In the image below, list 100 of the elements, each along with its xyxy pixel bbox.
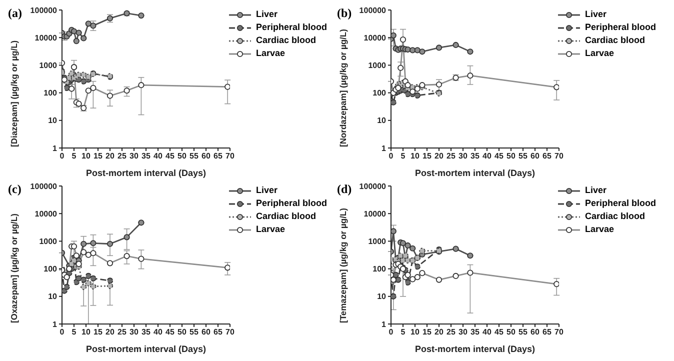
legend-label: Larvae xyxy=(584,47,614,60)
y-tick-label: 1000 xyxy=(39,61,58,70)
x-tick-label: 25 xyxy=(446,152,456,161)
x-tick-label: 10 xyxy=(410,328,420,337)
y-tick-label: 1000 xyxy=(368,237,387,246)
y-tick-label: 1 xyxy=(52,144,58,153)
x-tick-label: 50 xyxy=(178,152,187,161)
legend-label: Liver xyxy=(256,8,278,21)
y-tick-label: 1000 xyxy=(368,61,387,70)
chart-title: (b) xyxy=(337,6,352,21)
x-tick-label: 55 xyxy=(190,328,199,337)
x-tick-label: 10 xyxy=(410,152,420,161)
y-axis-title: [Diazepam] (µg/kg or µg/L) xyxy=(9,40,20,147)
x-tick-label: 20 xyxy=(434,328,444,337)
y-axis-title: [Nordazepam] (µg/kg or µg/L) xyxy=(338,28,348,147)
x-tick-label: 45 xyxy=(166,152,175,161)
x-tick-label: 0 xyxy=(388,152,394,161)
x-tick-label: 45 xyxy=(494,152,504,161)
x-tick-label: 50 xyxy=(506,152,516,161)
y-tick-label: 100 xyxy=(372,88,387,98)
x-tick-label: 20 xyxy=(434,152,444,161)
x-tick-label: 20 xyxy=(106,152,115,161)
y-tick-label: 100 xyxy=(372,264,387,274)
x-tick-label: 0 xyxy=(60,328,65,337)
chart-title: (a) xyxy=(8,6,22,21)
chart-title: (c) xyxy=(8,182,22,197)
x-tick-label: 0 xyxy=(388,328,394,337)
x-tick-label: 35 xyxy=(142,152,151,161)
x-tick-label: 5 xyxy=(72,328,77,337)
x-tick-label: 15 xyxy=(422,152,432,161)
y-tick-label: 1 xyxy=(382,144,387,153)
legend-label: Cardiac blood xyxy=(584,210,645,223)
y-axis-title: [Oxazepam] (µg/kg or µg/L) xyxy=(9,213,20,323)
x-tick-label: 70 xyxy=(554,152,564,161)
x-tick-label: 0 xyxy=(60,152,65,161)
y-tick-label: 100000 xyxy=(359,6,387,15)
x-tick-label: 70 xyxy=(226,152,235,161)
legend-label: Liver xyxy=(584,8,606,21)
y-tick-label: 1 xyxy=(52,320,58,329)
x-tick-label: 30 xyxy=(458,152,468,161)
x-tick-label: 5 xyxy=(72,152,77,161)
y-tick-label: 10000 xyxy=(364,209,387,218)
x-tick-label: 25 xyxy=(118,152,127,161)
x-axis-title: Post-mortem interval (Days) xyxy=(86,168,206,178)
y-tick-label: 1000 xyxy=(39,237,58,246)
x-tick-label: 35 xyxy=(470,152,480,161)
x-tick-label: 65 xyxy=(214,328,223,337)
y-tick-label: 10000 xyxy=(364,33,387,42)
y-tick-label: 10 xyxy=(48,116,58,126)
x-tick-label: 15 xyxy=(94,152,103,161)
x-tick-label: 40 xyxy=(154,328,163,337)
y-tick-label: 100 xyxy=(44,88,58,98)
x-tick-label: 70 xyxy=(226,328,235,337)
x-tick-label: 40 xyxy=(482,328,492,337)
x-axis-title: Post-mortem interval (Days) xyxy=(414,168,536,178)
x-tick-label: 15 xyxy=(422,328,432,337)
x-tick-label: 30 xyxy=(458,328,468,337)
x-tick-label: 10 xyxy=(82,328,91,337)
legend-label: Peripheral blood xyxy=(256,197,327,210)
y-tick-label: 10 xyxy=(377,116,387,126)
x-tick-label: 45 xyxy=(494,328,504,337)
x-tick-label: 40 xyxy=(482,152,492,161)
y-tick-label: 10000 xyxy=(34,33,58,42)
y-tick-label: 1 xyxy=(382,320,387,329)
x-tick-label: 55 xyxy=(518,328,528,337)
y-tick-label: 10 xyxy=(377,292,387,302)
x-tick-label: 40 xyxy=(154,152,163,161)
legend-label: Peripheral blood xyxy=(256,21,327,34)
legend-label: Cardiac blood xyxy=(584,34,645,47)
x-tick-label: 15 xyxy=(94,328,103,337)
legend-label: Liver xyxy=(256,184,278,197)
x-tick-label: 60 xyxy=(530,328,540,337)
x-tick-label: 5 xyxy=(400,328,406,337)
x-tick-label: 55 xyxy=(518,152,528,161)
x-tick-label: 30 xyxy=(130,328,139,337)
y-tick-label: 100 xyxy=(44,264,58,274)
legend-label: Larvae xyxy=(584,223,614,236)
y-tick-label: 10000 xyxy=(34,209,58,218)
x-tick-label: 65 xyxy=(542,328,552,337)
x-tick-label: 50 xyxy=(178,328,187,337)
x-axis-title: Post-mortem interval (Days) xyxy=(414,344,536,354)
x-axis-title: Post-mortem interval (Days) xyxy=(86,344,206,354)
legend-label: Larvae xyxy=(256,47,286,60)
x-tick-label: 70 xyxy=(554,328,564,337)
x-tick-label: 65 xyxy=(542,152,552,161)
y-tick-label: 100000 xyxy=(30,182,58,191)
x-tick-label: 10 xyxy=(82,152,91,161)
x-tick-label: 65 xyxy=(214,152,223,161)
x-tick-label: 60 xyxy=(202,328,211,337)
x-tick-label: 35 xyxy=(142,328,151,337)
x-tick-label: 60 xyxy=(530,152,540,161)
legend-label: Peripheral blood xyxy=(584,197,656,210)
x-tick-label: 20 xyxy=(106,328,115,337)
x-tick-label: 25 xyxy=(118,328,127,337)
y-tick-label: 10 xyxy=(48,292,58,302)
x-tick-label: 50 xyxy=(506,328,516,337)
x-tick-label: 45 xyxy=(166,328,175,337)
legend-label: Cardiac blood xyxy=(256,210,316,223)
x-tick-label: 60 xyxy=(202,152,211,161)
y-tick-label: 100000 xyxy=(359,182,387,191)
